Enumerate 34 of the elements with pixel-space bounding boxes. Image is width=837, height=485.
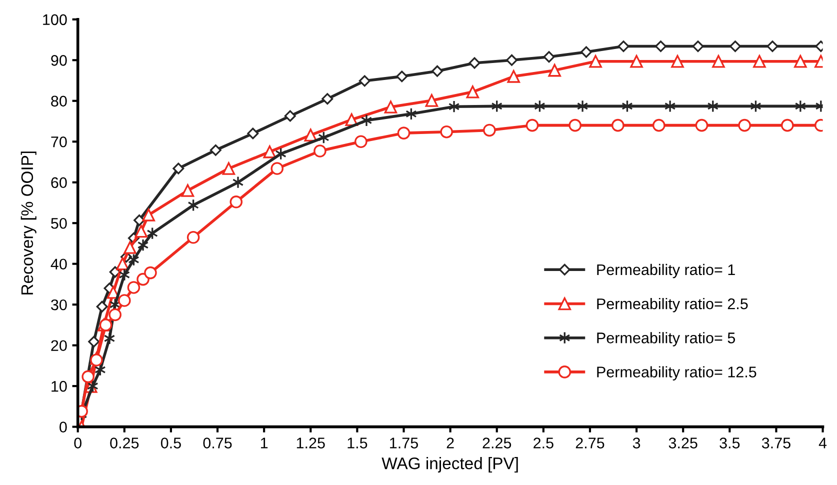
x-tick-label: 2.75 — [576, 438, 604, 448]
y-tick-label: 40 — [50, 258, 67, 270]
x-tick-label: 0.5 — [160, 438, 181, 448]
legend-label: Permeability ratio= 2.5 — [597, 298, 748, 312]
x-tick-label: 0.75 — [203, 438, 232, 448]
x-tick-label: 1.25 — [296, 438, 325, 448]
x-tick-label: 2.5 — [534, 438, 554, 448]
y-tick-label: 0 — [60, 422, 67, 432]
x-tick-label: 0.25 — [110, 438, 139, 448]
y-tick-label: 70 — [51, 136, 67, 148]
x-tick-label: 1 — [260, 438, 268, 448]
y-tick-label: 50 — [51, 218, 67, 229]
y-tick-label: 60 — [51, 177, 67, 188]
y-axis-title: Recovery [% OOIP] — [20, 152, 36, 294]
x-tick-label: 3.75 — [762, 438, 790, 448]
legend-label: Permeability ratio= 12.5 — [597, 366, 756, 380]
y-tick-label: 100 — [43, 14, 67, 26]
x-tick-label: 3.5 — [720, 438, 740, 448]
legend-label: Permeability ratio= 1 — [597, 264, 735, 278]
x-tick-label: 2.25 — [482, 438, 512, 448]
y-tick-label: 80 — [51, 96, 67, 107]
x-tick-label: 4 — [818, 438, 827, 448]
y-tick-label: 30 — [51, 299, 67, 310]
y-tick-label: 90 — [51, 55, 67, 66]
x-tick-label: 3.25 — [668, 438, 698, 448]
x-axis-title: WAG injected [PV] — [382, 457, 518, 473]
y-tick-label: 10 — [52, 380, 67, 392]
legend-label: Permeability ratio= 5 — [597, 332, 736, 346]
y-tick-label: 20 — [51, 340, 67, 352]
x-tick-label: 2 — [446, 438, 454, 448]
x-tick-label: 3 — [632, 438, 640, 448]
x-tick-label: 0 — [74, 438, 82, 448]
x-tick-label: 1.75 — [390, 438, 418, 448]
x-tick-label: 1.5 — [348, 438, 368, 448]
